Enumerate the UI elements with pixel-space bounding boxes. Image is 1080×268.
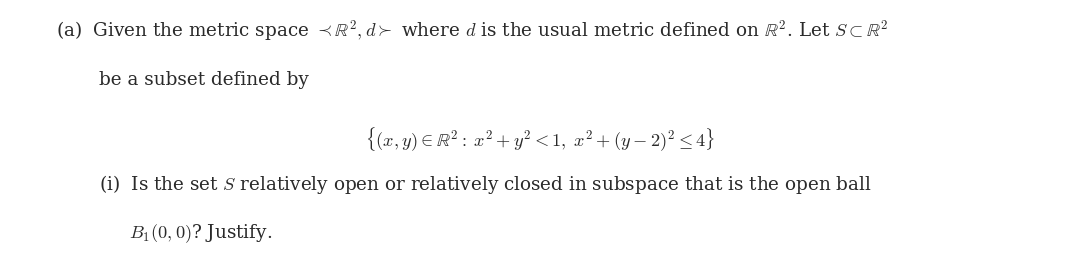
Text: be a subset defined by: be a subset defined by: [99, 71, 309, 89]
Text: (i)  Is the set $S$ relatively open or relatively closed in subspace that is the: (i) Is the set $S$ relatively open or re…: [99, 173, 873, 196]
Text: (ii)  Is the set $S$ relatively open or relatively closed in subspace that is th: (ii) Is the set $S$ relatively open or r…: [90, 267, 882, 268]
Text: $B_1(0, 0)$? Justify.: $B_1(0, 0)$? Justify.: [129, 222, 272, 245]
Text: $\{(x, y) \in \mathbb{R}^2 :\: x^2 + y^2 < 1,\; x^2 + (y - 2)^2 \leq 4\}$: $\{(x, y) \in \mathbb{R}^2 :\: x^2 + y^2…: [365, 125, 715, 152]
Text: (a)  Given the metric space $\prec \mathbb{R}^2, d \succ$ where $d$ is the usual: (a) Given the metric space $\prec \mathb…: [56, 19, 889, 43]
